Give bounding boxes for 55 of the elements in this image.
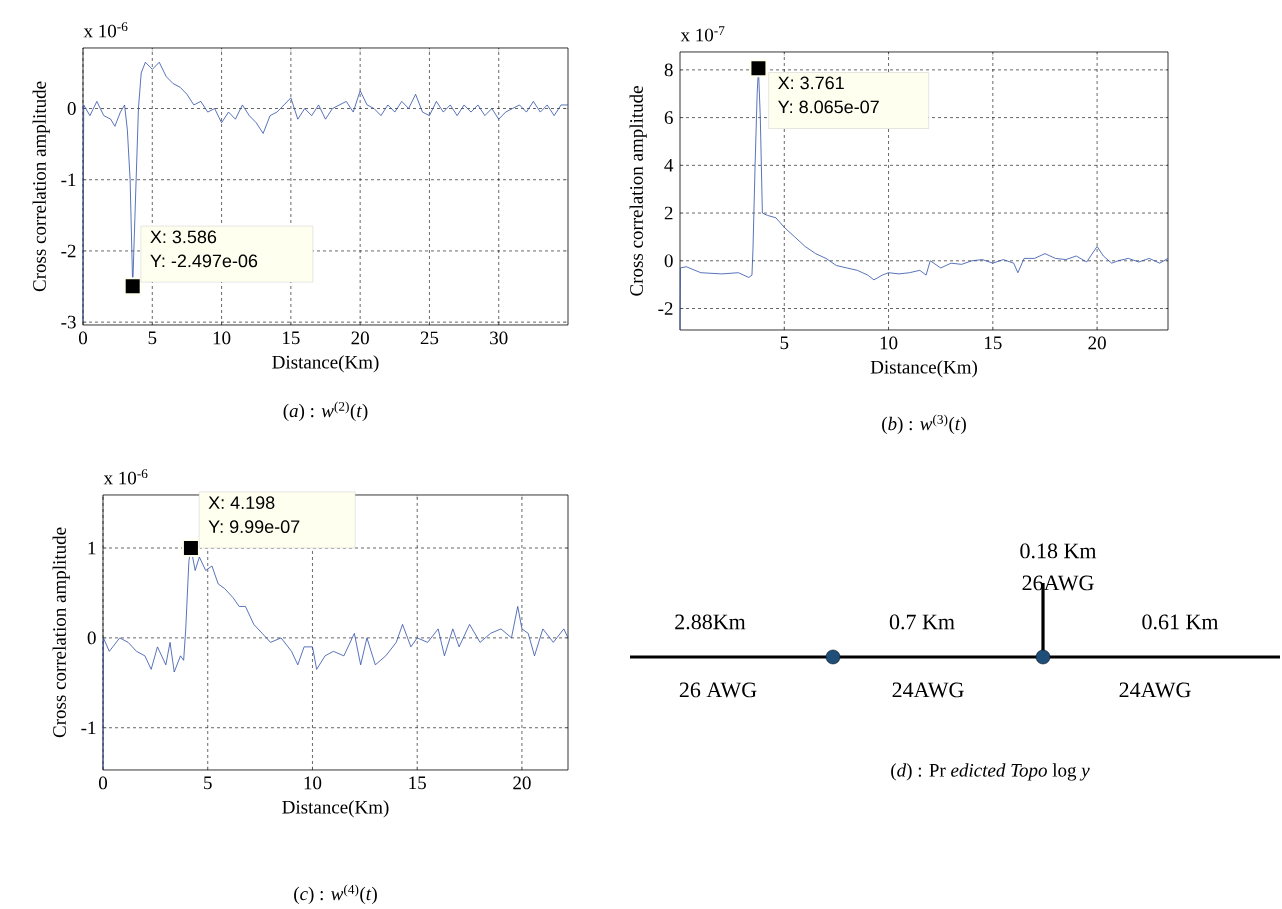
x-tick-label: 20 xyxy=(1088,336,1106,350)
x-tick-label: 10 xyxy=(880,336,898,350)
y-tick-label: -2 xyxy=(61,244,76,258)
y-tick-label: 6 xyxy=(664,111,673,124)
text: x 10$^{-6}$ xyxy=(103,469,148,485)
y-tick-label: -1 xyxy=(61,173,76,186)
annotation: X: 3.586 xyxy=(150,230,217,244)
text: 26 AWG xyxy=(679,682,757,698)
text: 0.18 Km xyxy=(1020,543,1097,559)
x-tick-label: 5 xyxy=(204,776,212,790)
y-tick-label: 8 xyxy=(664,63,673,77)
text: x 10$^{-7}$ xyxy=(680,26,725,42)
text: 24AWG xyxy=(892,682,964,698)
text: 0.61 Km xyxy=(1142,614,1219,630)
annotation: X: 3.761 xyxy=(778,76,844,90)
text: x 10$^{-6}$ xyxy=(83,22,128,38)
x-tick-label: 15 xyxy=(283,331,300,345)
y-axis-title: Cross correlation amplitude xyxy=(52,527,70,738)
text: 2.88Km xyxy=(675,614,746,630)
y-tick-label: -1 xyxy=(81,721,96,735)
x-tick-label: 15 xyxy=(984,336,1002,350)
text: (c) : w$^{(4)}$(t) xyxy=(294,884,377,905)
y-axis-title: Cross correlation amplitude xyxy=(629,86,647,296)
x-tick-label: 25 xyxy=(420,331,439,345)
y-tick-label: 0 xyxy=(67,102,76,115)
y-tick-label: 2 xyxy=(664,206,673,220)
x-tick-label: 20 xyxy=(351,331,369,345)
text: 26AWG xyxy=(1022,575,1094,591)
y-tick-label: -3 xyxy=(61,315,76,329)
text: (d) : Pr edicted Topo log y xyxy=(891,763,1090,781)
y-tick-label: 4 xyxy=(664,159,674,172)
text: 0.7 Km xyxy=(889,614,955,630)
y-axis-title: Cross correlation amplitude xyxy=(32,81,50,292)
x-axis-title: Distance(Km) xyxy=(282,800,389,818)
x-tick-label: 0 xyxy=(98,776,108,790)
annotation: Y: -2.497e-06 xyxy=(150,254,258,268)
annotation: X: 4.198 xyxy=(208,496,275,510)
x-tick-label: 10 xyxy=(304,776,322,790)
x-axis-title: Distance(Km) xyxy=(870,360,977,378)
annotation: Y: 8.065e-07 xyxy=(778,100,879,114)
text: (a) : w$^{(2)}$(t) xyxy=(283,401,368,422)
y-tick-label: -2 xyxy=(658,302,673,315)
x-tick-label: 15 xyxy=(409,776,426,790)
text: (b) : w$^{(3)}$(t) xyxy=(882,414,966,435)
y-tick-label: 1 xyxy=(88,541,96,555)
annotation: Y: 9.99e-07 xyxy=(208,520,300,534)
x-tick-label: 5 xyxy=(780,336,789,350)
x-tick-label: 30 xyxy=(490,331,508,345)
x-axis-title: Distance(Km) xyxy=(272,355,379,373)
x-tick-label: 10 xyxy=(213,331,231,345)
x-tick-label: 5 xyxy=(148,331,157,345)
y-tick-label: 0 xyxy=(87,631,96,645)
x-tick-label: 20 xyxy=(513,776,531,790)
text: 24AWG xyxy=(1119,682,1191,698)
y-tick-label: 0 xyxy=(664,254,673,268)
